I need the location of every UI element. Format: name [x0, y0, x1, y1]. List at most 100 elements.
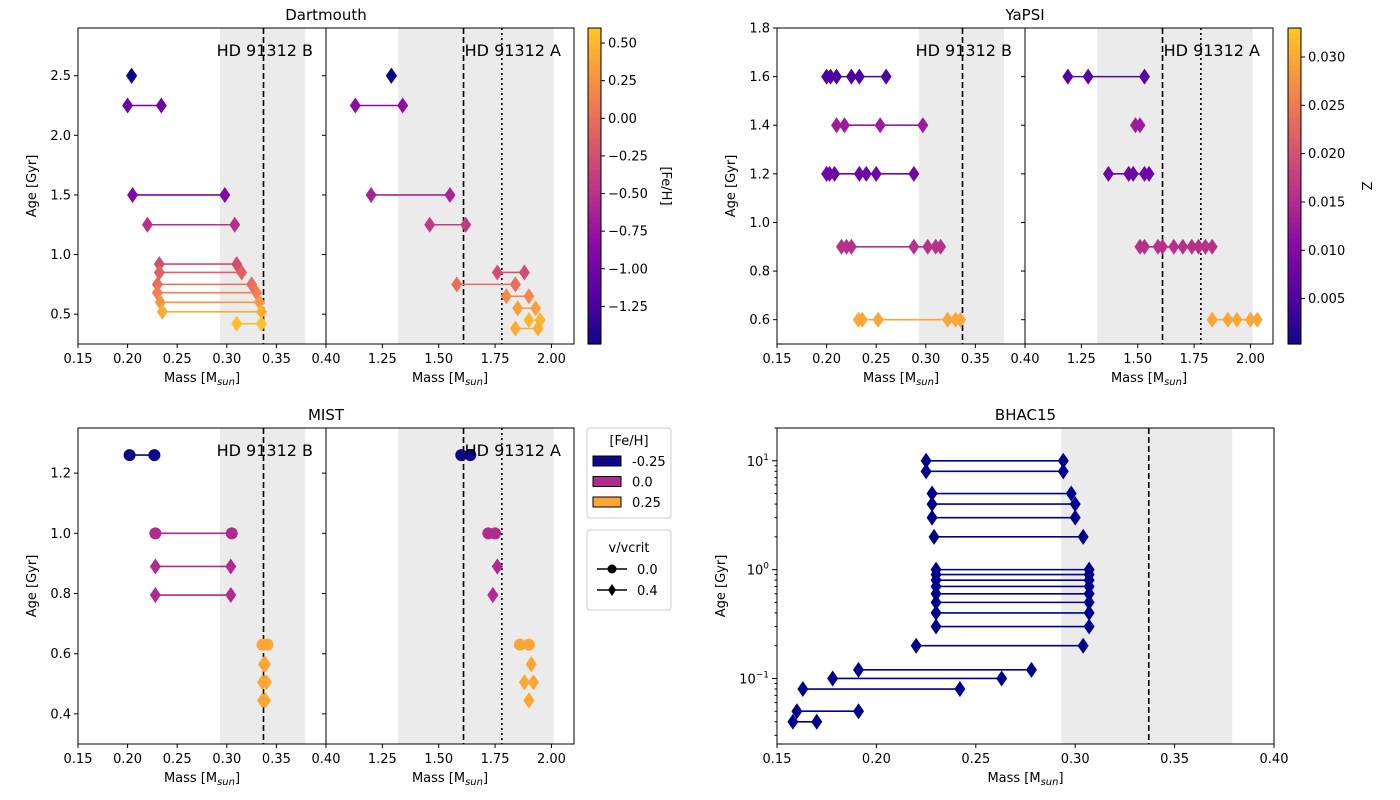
mist-a-x-tick-label: 1.75 — [481, 752, 510, 767]
mist-title: MIST — [308, 406, 345, 424]
yapsi-colorbar-gradient-band — [1288, 133, 1301, 140]
dartmouth-a-point — [491, 264, 503, 281]
mist-b-x-tick-label: 0.40 — [312, 752, 341, 767]
yapsi-colorbar-gradient-band — [1288, 59, 1301, 66]
dartmouth-b-point — [151, 276, 163, 293]
dartmouth-b-x-tick-label: 0.30 — [212, 352, 241, 367]
yapsi-colorbar-tick-label: 0.030 — [1308, 50, 1345, 65]
yapsi-b-y-tick-label: 1.8 — [749, 22, 770, 37]
bhac15-point — [787, 713, 799, 730]
mist-a-point — [455, 449, 468, 462]
bhac15-point — [928, 528, 940, 545]
yapsi-a-x-tick-label: 1.75 — [1180, 352, 1209, 367]
mist-a-series-group — [455, 449, 539, 709]
dartmouth-colorbar-gradient-band — [588, 54, 601, 61]
yapsi-b-point — [935, 238, 947, 255]
yapsi-b-point — [908, 165, 920, 182]
yapsi-a-point — [1157, 238, 1169, 255]
yapsi-colorbar-gradient-band — [1288, 128, 1301, 134]
dartmouth-a-point — [397, 97, 409, 114]
dartmouth-b-y-tick-label: 2.0 — [50, 129, 71, 144]
dartmouth-a-x-tick-label: 1.50 — [424, 352, 453, 367]
dartmouth-colorbar-gradient-band — [588, 33, 601, 40]
yapsi-b-point — [874, 117, 886, 134]
yapsi-colorbar-gradient-band — [1288, 180, 1301, 187]
dartmouth-b-point — [231, 315, 243, 332]
dartmouth-label-b: HD 91312 B — [217, 41, 313, 60]
legend-vcrit-label: 0.0 — [637, 563, 658, 578]
dartmouth-colorbar-gradient-band — [588, 143, 601, 150]
dartmouth-colorbar-gradient-band — [588, 275, 601, 282]
dartmouth-b-point — [256, 303, 268, 320]
dartmouth-colorbar-gradient-band — [588, 222, 601, 229]
bhac15-y-tick-label: 101 — [747, 453, 769, 470]
yapsi-a-point — [1134, 117, 1146, 134]
dartmouth-b-y-tick-label: 2.5 — [50, 69, 71, 84]
yapsi-a-point — [1102, 165, 1114, 182]
yapsi-a-xlabel: Mass [Msun] — [1111, 371, 1187, 388]
bhac15-x-tick-label: 0.30 — [1061, 752, 1090, 767]
yapsi-a-point — [1062, 68, 1074, 85]
yapsi-colorbar-gradient-band — [1288, 322, 1301, 329]
dartmouth-b-point — [219, 186, 231, 203]
dartmouth-colorbar-gradient-band — [588, 301, 601, 308]
yapsi-b-y-tick-label: 0.8 — [749, 265, 770, 280]
bhac15-x-tick-label: 0.20 — [862, 752, 891, 767]
mist-b-x-tick-label: 0.30 — [212, 752, 241, 767]
dartmouth-a-x-tick-label: 1.25 — [368, 352, 397, 367]
yapsi-b-x-tick-label: 0.30 — [911, 352, 940, 367]
yapsi-a-point — [1082, 68, 1094, 85]
yapsi-colorbar-gradient-band — [1288, 149, 1301, 155]
dartmouth-colorbar-gradient-band — [588, 91, 601, 98]
yapsi-colorbar-gradient-band — [1288, 212, 1301, 219]
mist-a-point — [491, 558, 503, 575]
dartmouth-a-point — [509, 320, 521, 337]
yapsi-b-shade — [918, 28, 1005, 344]
mist-a-point — [518, 674, 530, 691]
legend-vcrit-title: v/vcrit — [609, 541, 650, 556]
dartmouth-colorbar-gradient-band — [588, 217, 601, 224]
yapsi-b-point — [880, 68, 892, 85]
yapsi-colorbar-gradient-band — [1288, 85, 1301, 92]
yapsi-b-y-tick-label: 1.2 — [749, 167, 770, 182]
dartmouth-colorbar-gradient-band — [588, 107, 601, 113]
yapsi-a-point — [1138, 68, 1150, 85]
mist-a-x-tick-label: 2.00 — [537, 752, 566, 767]
dartmouth-title: Dartmouth — [285, 6, 366, 24]
yapsi-colorbar-gradient-band — [1288, 254, 1301, 261]
mist-a-point — [489, 527, 502, 540]
dartmouth-colorbar-tick-label: −0.75 — [608, 225, 648, 240]
dartmouth-b-y-tick-label: 1.0 — [50, 248, 71, 263]
yapsi-colorbar-tick-label: 0.025 — [1308, 99, 1345, 114]
dartmouth-colorbar-gradient-band — [588, 238, 601, 245]
yapsi-colorbar-gradient-band — [1288, 43, 1301, 50]
yapsi-a-point — [1222, 311, 1234, 328]
mist-label-a: HD 91312 A — [465, 441, 561, 460]
yapsi-colorbar-tick-label: 0.010 — [1308, 244, 1345, 259]
yapsi-colorbar-gradient-band — [1288, 243, 1301, 250]
bhac15-point — [1069, 509, 1081, 526]
yapsi-colorbar-gradient-band — [1288, 275, 1301, 282]
legend-feh-label: 0.0 — [632, 476, 653, 491]
dartmouth-colorbar-gradient-band — [588, 75, 601, 82]
legend-vcrit-marker — [607, 564, 617, 574]
bhac15-x-tick-label: 0.40 — [1260, 752, 1289, 767]
bhac15-y-tick-label: 10−1 — [739, 670, 769, 687]
mist-b-y-tick-label: 1.2 — [50, 467, 71, 482]
yapsi-a-x-tick-label: 2.00 — [1236, 352, 1265, 367]
dartmouth-colorbar-gradient-band — [588, 228, 601, 234]
yapsi-a-shade — [1097, 28, 1253, 344]
dartmouth-b-point — [153, 256, 165, 273]
dartmouth-a-x-tick-label: 2.00 — [537, 352, 566, 367]
yapsi-colorbar-gradient-band — [1288, 80, 1301, 87]
dartmouth-a-point — [349, 97, 361, 114]
dartmouth-colorbar-gradient-band — [588, 291, 601, 298]
bhac15-point — [926, 485, 938, 502]
yapsi-colorbar-gradient-band — [1288, 28, 1301, 34]
bhac15-point — [1083, 618, 1095, 635]
dartmouth-colorbar-gradient-band — [588, 154, 601, 161]
mist-b-xlabel: Mass [Msun] — [164, 771, 240, 788]
yapsi-colorbar-gradient-band — [1288, 280, 1301, 287]
mist-b-point — [149, 587, 161, 604]
yapsi-b-x-tick-label: 0.20 — [812, 352, 841, 367]
